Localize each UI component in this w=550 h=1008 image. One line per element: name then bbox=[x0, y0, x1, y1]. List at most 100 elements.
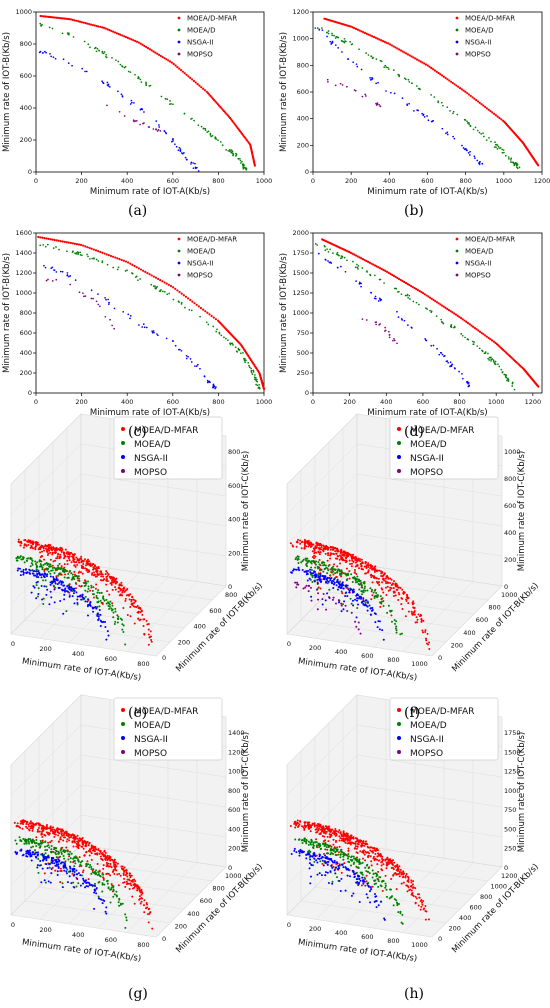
data-point bbox=[36, 580, 39, 583]
data-point bbox=[335, 830, 338, 833]
data-point bbox=[254, 374, 256, 376]
data-point bbox=[350, 565, 353, 568]
data-point bbox=[139, 108, 142, 111]
data-point bbox=[99, 599, 102, 602]
data-point bbox=[510, 158, 512, 161]
data-point bbox=[423, 293, 426, 296]
data-point bbox=[333, 563, 336, 566]
legend-marker bbox=[177, 28, 181, 32]
data-point bbox=[342, 558, 345, 561]
data-point bbox=[437, 71, 440, 75]
data-point bbox=[446, 78, 449, 81]
data-point bbox=[95, 566, 98, 569]
data-point bbox=[51, 238, 54, 241]
data-point bbox=[384, 329, 387, 332]
data-point bbox=[85, 567, 88, 570]
data-point bbox=[452, 135, 454, 138]
data-point bbox=[47, 567, 50, 570]
data-point bbox=[363, 853, 366, 856]
data-point bbox=[94, 846, 97, 849]
data-point bbox=[145, 902, 148, 905]
data-point bbox=[227, 149, 230, 152]
data-point bbox=[416, 85, 418, 87]
legend-label: NSGA-II bbox=[134, 454, 168, 464]
data-point bbox=[134, 599, 137, 602]
data-point bbox=[157, 277, 160, 281]
series-MOPSO bbox=[361, 318, 398, 345]
data-point bbox=[227, 339, 229, 342]
data-point bbox=[87, 43, 90, 46]
data-point bbox=[110, 886, 113, 889]
data-point bbox=[82, 877, 85, 880]
data-point bbox=[474, 157, 476, 159]
data-point bbox=[205, 90, 208, 93]
data-point bbox=[392, 587, 395, 590]
data-point bbox=[410, 879, 413, 882]
data-point bbox=[178, 290, 181, 294]
data-point bbox=[148, 48, 151, 51]
x-tick-label: 400 bbox=[121, 177, 133, 185]
data-point bbox=[143, 111, 145, 113]
data-point bbox=[327, 250, 330, 253]
data-point bbox=[72, 250, 74, 253]
data-point bbox=[86, 841, 89, 844]
data-point bbox=[401, 588, 404, 591]
data-point bbox=[200, 125, 203, 128]
data-point bbox=[369, 587, 372, 590]
data-point bbox=[490, 140, 492, 143]
data-point bbox=[375, 323, 377, 326]
data-point bbox=[115, 32, 118, 35]
data-point bbox=[307, 539, 310, 542]
data-point bbox=[39, 244, 42, 247]
data-point bbox=[29, 822, 32, 825]
data-point bbox=[145, 326, 148, 329]
data-point bbox=[105, 298, 107, 301]
data-point bbox=[108, 865, 111, 868]
data-point bbox=[515, 162, 518, 165]
data-point bbox=[401, 50, 404, 53]
data-point bbox=[78, 837, 81, 840]
data-point bbox=[411, 285, 414, 289]
data-point bbox=[445, 132, 447, 135]
data-point bbox=[63, 590, 66, 593]
data-point bbox=[252, 371, 255, 373]
data-point bbox=[63, 240, 66, 243]
data-point bbox=[99, 250, 102, 254]
data-point bbox=[212, 386, 214, 389]
data-point bbox=[71, 18, 74, 21]
grid-line bbox=[97, 577, 169, 648]
data-point bbox=[451, 311, 454, 314]
data-point bbox=[68, 586, 71, 589]
data-point bbox=[242, 167, 245, 170]
data-point bbox=[35, 570, 38, 573]
data-point bbox=[171, 140, 173, 143]
data-point bbox=[28, 849, 31, 852]
data-point bbox=[119, 874, 122, 877]
data-point bbox=[66, 32, 69, 35]
data-point bbox=[332, 552, 335, 555]
data-point bbox=[366, 843, 369, 846]
data-point bbox=[389, 43, 392, 46]
data-point bbox=[142, 904, 145, 907]
data-point bbox=[145, 84, 148, 87]
data-point bbox=[393, 591, 396, 594]
data-point bbox=[87, 585, 90, 588]
data-point bbox=[192, 167, 195, 170]
data-point bbox=[97, 260, 100, 262]
data-point bbox=[316, 244, 319, 246]
data-point bbox=[24, 825, 27, 828]
data-point bbox=[369, 564, 372, 567]
data-point bbox=[57, 553, 60, 556]
data-point bbox=[315, 831, 318, 834]
data-point bbox=[406, 593, 409, 596]
data-point bbox=[345, 573, 348, 576]
data-point bbox=[54, 849, 57, 852]
data-point bbox=[90, 883, 93, 886]
data-point bbox=[357, 567, 360, 570]
data-point bbox=[113, 31, 117, 34]
data-point bbox=[376, 37, 379, 40]
data-point bbox=[104, 858, 107, 861]
x-tick-label: 600 bbox=[421, 177, 433, 185]
data-point bbox=[360, 884, 363, 887]
data-point bbox=[91, 606, 94, 609]
